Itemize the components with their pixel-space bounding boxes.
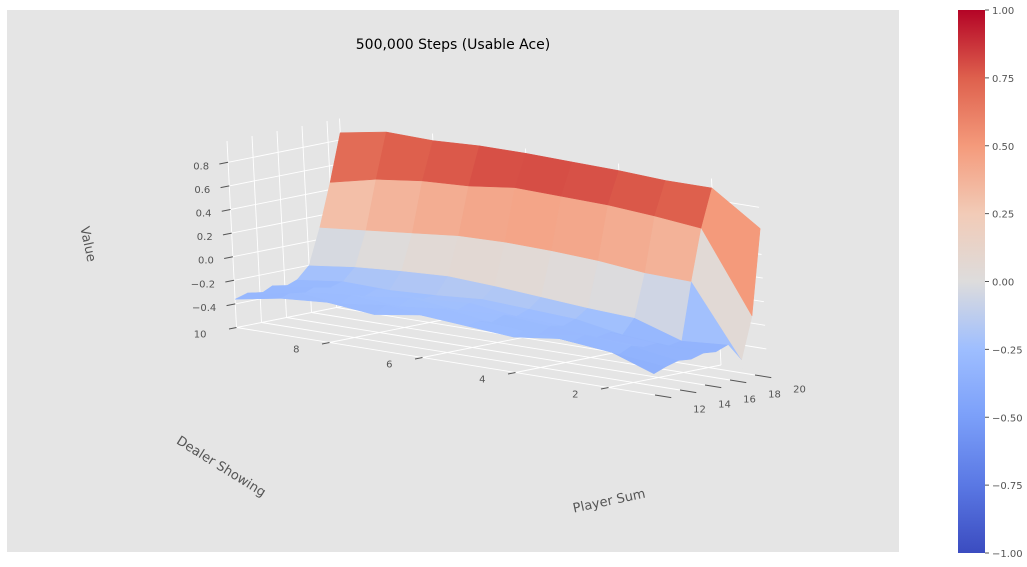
chart-title: 500,000 Steps (Usable Ace) [356, 37, 551, 53]
z-tick-mark [224, 256, 233, 259]
gridline [236, 304, 350, 328]
gridline [226, 141, 237, 328]
colorbar-tick-label: −0.25 [992, 345, 1023, 356]
x-tick-mark [729, 379, 747, 384]
colorbar-tick-label: 0.75 [992, 74, 1014, 85]
x-tick-mark [654, 394, 672, 399]
surface-plot [234, 131, 761, 375]
z-axis-label: Value [76, 225, 98, 263]
gridline [230, 186, 344, 210]
x-tick-mark [679, 389, 697, 394]
colorbar-tick-label: −0.50 [992, 413, 1023, 424]
gridline [261, 322, 681, 391]
z-tick-mark [219, 161, 229, 165]
z-tick-label: 0.6 [194, 185, 210, 196]
colorbar-tick-label: −1.00 [992, 549, 1023, 560]
colorbar-tick-label: −0.75 [992, 481, 1023, 492]
z-tick-label: 0.0 [198, 256, 214, 267]
z-tick-mark [226, 303, 236, 307]
tick-labels: 12 14 16 18 20 2 4 6 8 10 −0.4 −0.2 0.0 0.2 0.4 0.6 0.8 [191, 161, 806, 415]
floor-pane [236, 305, 768, 395]
y-tick-mark [507, 372, 516, 375]
colorbar-tick-label: 0.25 [992, 210, 1014, 221]
z-tick-label: 0.4 [196, 209, 212, 220]
x-tick-label: 20 [793, 385, 806, 396]
y-tick-label: 6 [386, 360, 392, 371]
surface-patch [504, 187, 562, 251]
x-tick-mark [704, 384, 722, 389]
gridline [515, 349, 629, 373]
colorbar-ticks: 1.00 0.75 0.50 0.25 0.00 −0.25 −0.50 −0.75 −1.00 [985, 6, 1023, 560]
z-tick-mark [220, 185, 230, 189]
gridline [329, 319, 443, 343]
y-tick-mark [321, 342, 330, 345]
colorbar-tick-label: 1.00 [992, 6, 1014, 17]
colorbar-tick-label: 0.50 [992, 142, 1014, 153]
gridline [229, 162, 342, 187]
gridline [236, 327, 656, 396]
z-tick-label: 0.8 [193, 161, 209, 172]
z-tick-label: −0.4 [192, 303, 216, 314]
x-tick-mark [754, 374, 772, 379]
gridline [336, 307, 756, 376]
gridline [251, 136, 262, 323]
z-tick-mark [222, 232, 232, 236]
gridline [422, 334, 536, 358]
surface-patch [701, 187, 761, 317]
y-tick-label: 4 [479, 375, 485, 386]
x-tick-label: 16 [743, 395, 756, 406]
z-tick-mark [221, 209, 231, 212]
y-tick-label: 10 [194, 330, 207, 341]
colorbar [958, 10, 985, 553]
y-tick-label: 8 [293, 345, 299, 356]
x-tick-label: 14 [718, 400, 731, 411]
colorbar-tick-label: 0.00 [992, 278, 1014, 289]
y-tick-mark [228, 327, 237, 330]
y-tick-mark [600, 387, 609, 390]
gridline [228, 139, 341, 163]
gridline [286, 317, 706, 386]
y-tick-mark [414, 357, 423, 360]
y-tick-label: 2 [572, 390, 578, 401]
z-tick-label: 0.2 [197, 232, 213, 243]
gridline [608, 364, 722, 388]
x-tick-label: 18 [768, 390, 781, 401]
surface-patch [597, 204, 655, 274]
x-tick-label: 12 [693, 405, 706, 416]
surface-patch [551, 196, 609, 261]
z-tick-label: −0.2 [191, 279, 215, 290]
z-tick-mark [225, 279, 235, 283]
